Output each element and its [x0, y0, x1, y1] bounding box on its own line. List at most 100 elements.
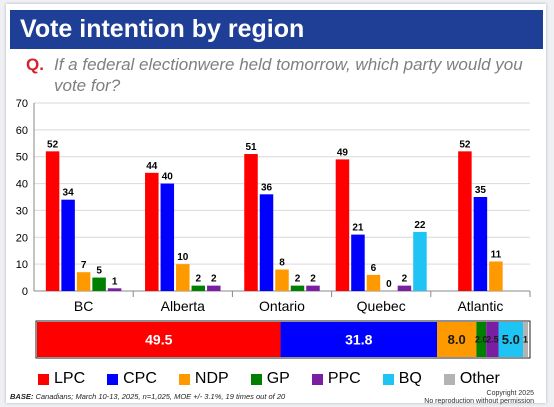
data-label: 10 — [177, 252, 189, 263]
legend-item-bq: BQ — [382, 370, 422, 388]
y-tick-label: 60 — [16, 125, 28, 137]
national-segment-gp — [476, 322, 487, 357]
legend-label: LPC — [54, 370, 86, 387]
bar-ppc — [207, 285, 221, 291]
legend-label: NDP — [194, 370, 229, 387]
copyright-line1: Copyright 2025 — [486, 390, 534, 397]
y-tick-label: 10 — [16, 259, 28, 271]
legend-swatch — [250, 373, 262, 385]
legend-swatch — [311, 373, 323, 385]
data-label: 2 — [402, 274, 408, 285]
legend-swatch — [382, 373, 394, 385]
bar-ppc — [107, 288, 122, 291]
y-tick-label: 40 — [16, 179, 28, 191]
national-segment-label: 31.8 — [345, 332, 372, 348]
data-label: 5 — [96, 266, 102, 277]
bar-gp — [191, 285, 206, 291]
bar-ndp — [275, 269, 289, 291]
legend-swatch — [178, 373, 190, 385]
legend-swatch — [38, 373, 49, 385]
data-label: 52 — [47, 139, 59, 150]
data-label: 49 — [337, 147, 349, 158]
chart-legend: LPC CPC NDP GP PPC BQ Other — [38, 370, 522, 388]
title-bar: Vote intention by region — [10, 10, 543, 49]
data-label: 36 — [261, 182, 273, 193]
data-label: 51 — [245, 142, 257, 153]
data-label: 44 — [146, 161, 158, 172]
data-label: 34 — [63, 188, 75, 199]
question-label: Q. — [26, 55, 44, 74]
legend-swatch — [443, 373, 455, 385]
legend-item-ndp: NDP — [178, 370, 229, 388]
legend-label: Other — [459, 370, 500, 387]
bar-bq — [413, 231, 427, 291]
national-segment-label: 49.5 — [145, 332, 172, 348]
copyright-line2: No reproduction without permission — [424, 398, 534, 405]
data-label: 7 — [81, 260, 87, 271]
bar-cpc — [259, 194, 274, 291]
question-text: If a federal electionwere held tomorrow,… — [54, 55, 523, 95]
data-label: 0 — [386, 279, 392, 290]
data-label: 2 — [295, 274, 301, 285]
bar-lpc — [145, 172, 159, 291]
bar-lpc — [244, 154, 258, 291]
y-tick-label: 30 — [16, 205, 28, 217]
national-segment-other — [523, 322, 529, 357]
legend-item-gp: GP — [250, 370, 290, 388]
bar-lpc — [458, 151, 472, 291]
bar-ndp — [489, 261, 503, 291]
data-label: 2 — [211, 274, 217, 285]
y-tick-label: 20 — [16, 232, 28, 244]
base-text: Canadians; March 10-13, 2025, n=1,025, M… — [35, 392, 286, 401]
national-segment-ppc — [486, 322, 499, 357]
data-label: 22 — [414, 220, 426, 231]
legend-label: GP — [266, 370, 290, 387]
bar-ppc — [306, 285, 320, 291]
legend-item-lpc: LPC — [38, 370, 85, 388]
legend-item-cpc: CPC — [107, 370, 157, 388]
national-bar-frame — [35, 320, 531, 359]
data-label: 2 — [310, 274, 316, 285]
y-tick-label: 70 — [16, 98, 28, 110]
data-label: 35 — [475, 185, 487, 196]
bar-ppc — [397, 285, 412, 291]
x-tick-label: Quebec — [357, 298, 406, 314]
base-note: BASE: Canadians; March 10-13, 2025, n=1,… — [10, 392, 285, 401]
x-tick-label: Alberta — [161, 298, 206, 314]
legend-swatch — [107, 373, 119, 385]
bar-gp — [290, 285, 305, 291]
data-label: 2 — [196, 274, 202, 285]
national-segment-lpc — [37, 322, 281, 357]
page-title: Vote intention by region — [20, 15, 305, 43]
data-label: 1 — [112, 276, 118, 287]
national-segment-label: 2.5 — [486, 335, 499, 345]
legend-item-ppc: PPC — [311, 370, 361, 388]
national-segment-label: 2.0 — [475, 335, 488, 345]
bar-cpc — [160, 183, 175, 291]
bar-ndp — [366, 274, 381, 291]
bar-lpc — [45, 151, 60, 291]
x-tick-label: BC — [74, 298, 93, 314]
bar-cpc — [351, 234, 365, 291]
bar-ndp — [176, 264, 190, 291]
base-label: BASE: — [10, 392, 34, 401]
data-label: 8 — [279, 258, 285, 269]
data-label: 52 — [459, 139, 471, 150]
bar-lpc — [335, 159, 350, 291]
national-segment-label: 8.0 — [448, 332, 466, 347]
legend-item-other: Other — [443, 370, 500, 388]
data-label: 11 — [491, 249, 502, 260]
national-segment-label: 5.0 — [502, 332, 520, 347]
national-segment-ndp — [436, 322, 477, 357]
x-tick-label: Atlantic — [457, 298, 503, 314]
national-segment-cpc — [280, 322, 437, 357]
bar-ndp — [76, 272, 91, 291]
data-label: 21 — [352, 223, 364, 234]
copyright: Copyright 2025 No reproduction without p… — [424, 390, 534, 406]
data-label: 6 — [371, 263, 377, 274]
x-tick-label: Ontario — [259, 298, 305, 314]
legend-label: BQ — [398, 370, 422, 387]
legend-label: CPC — [123, 370, 157, 387]
legend-label: PPC — [327, 370, 361, 387]
